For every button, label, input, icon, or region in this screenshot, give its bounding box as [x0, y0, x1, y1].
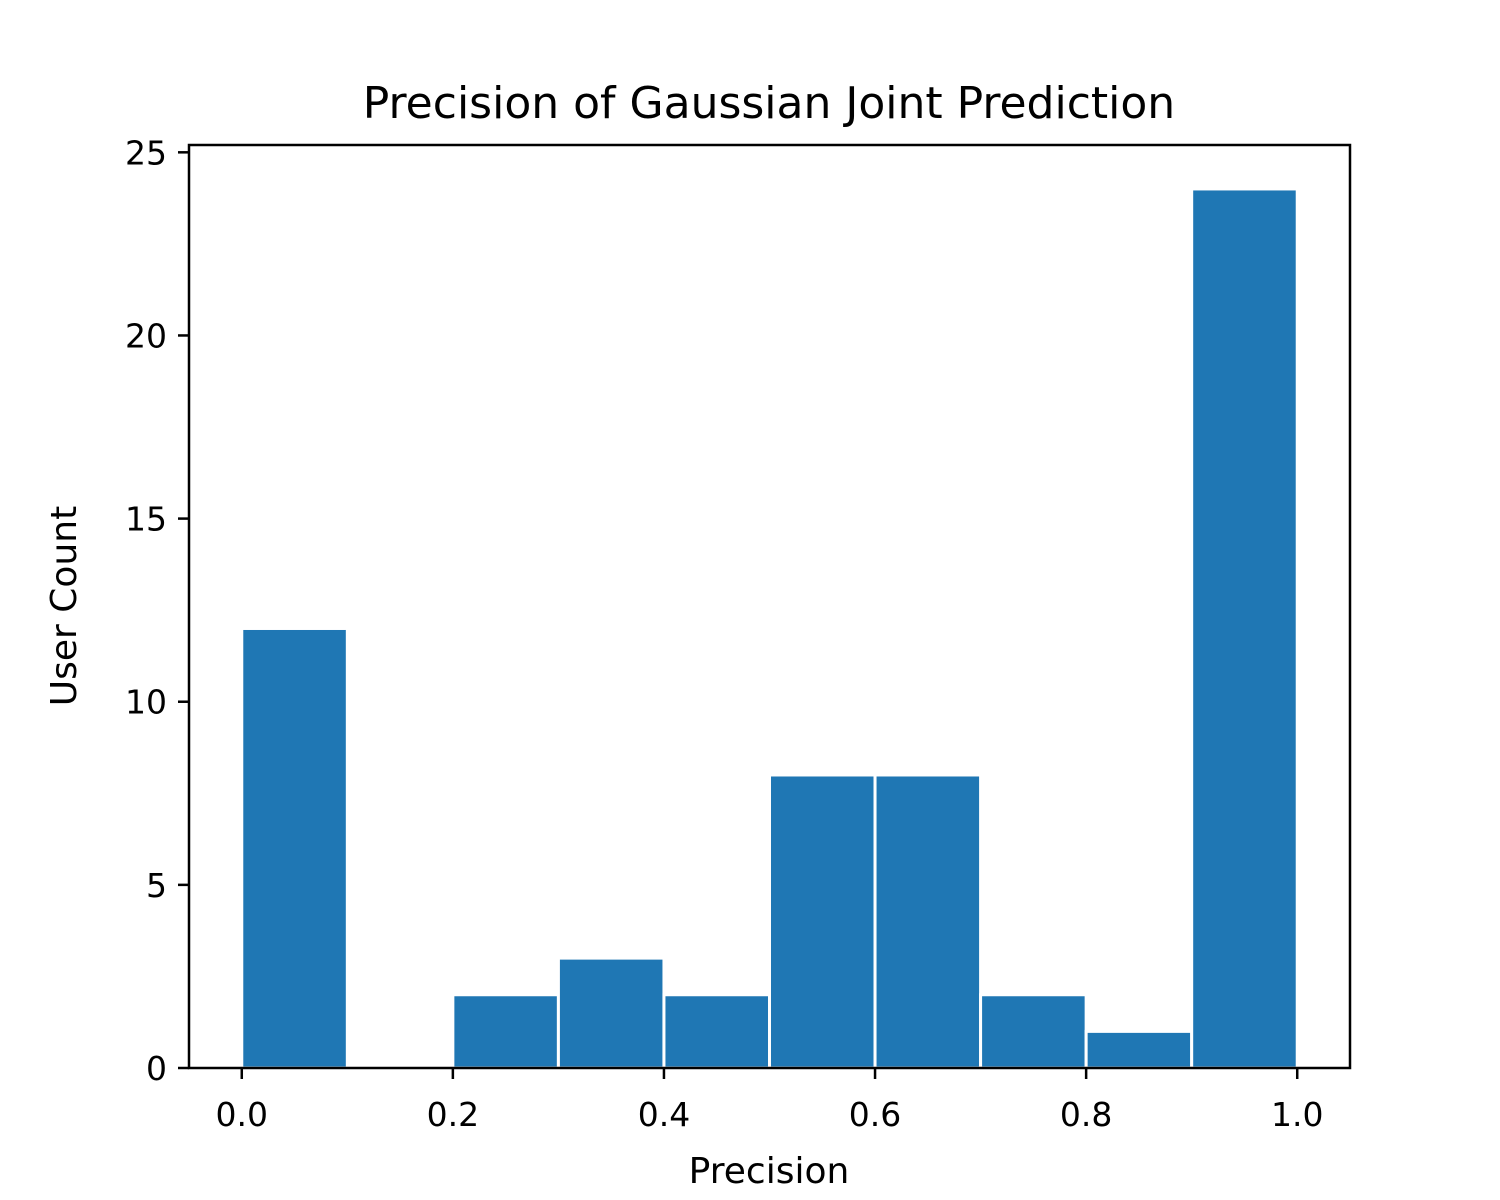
histogram-bar — [873, 773, 983, 1070]
histogram-bar — [556, 956, 666, 1070]
y-axis-label: User Count — [44, 506, 85, 706]
x-tick-label: 0.6 — [849, 1095, 901, 1134]
histogram-bar — [979, 993, 1088, 1070]
histogram-bar — [768, 773, 877, 1070]
histogram-bar — [1190, 187, 1299, 1070]
plot-frame — [187, 143, 1352, 1070]
x-tick-label: 0.4 — [638, 1095, 690, 1134]
y-tick-label: 0 — [146, 1049, 167, 1088]
y-tick-label: 10 — [125, 683, 167, 722]
histogram-bar — [1084, 1029, 1194, 1070]
chart-title: Precision of Gaussian Joint Prediction — [363, 78, 1175, 129]
histogram-bar — [451, 993, 560, 1070]
x-tick-label: 0.0 — [216, 1095, 268, 1134]
x-axis-ticks: 0.0 0.2 0.4 0.6 0.8 1.0 — [216, 1068, 1323, 1134]
histogram-bar — [662, 993, 771, 1070]
bar-group — [240, 187, 1299, 1070]
x-tick-label: 0.2 — [427, 1095, 479, 1134]
y-tick-label: 25 — [125, 133, 167, 172]
y-tick-label: 5 — [146, 866, 167, 905]
x-tick-label: 0.8 — [1060, 1095, 1112, 1134]
y-tick-label: 15 — [125, 500, 167, 539]
x-axis-label: Precision — [689, 1151, 850, 1192]
y-tick-label: 20 — [125, 316, 167, 355]
histogram-bar — [240, 626, 349, 1070]
x-tick-label: 1.0 — [1271, 1095, 1323, 1134]
y-axis-ticks: 0 5 10 15 20 25 — [125, 133, 189, 1088]
